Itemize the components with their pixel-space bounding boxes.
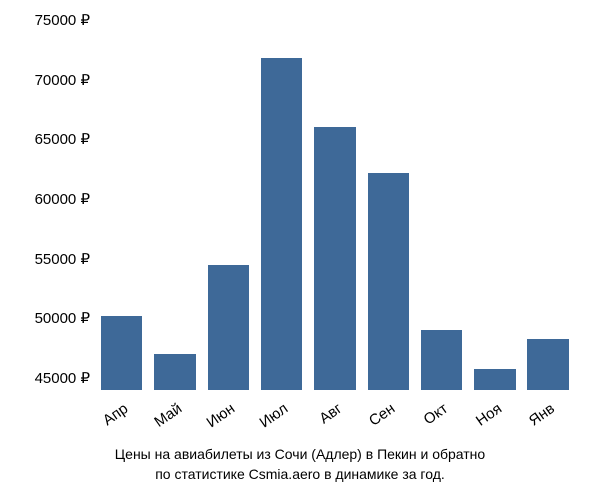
bar-slot [255,20,308,390]
y-tick-label: 60000 ₽ [35,190,90,208]
x-label-slot: Ноя [468,395,521,445]
bar [101,316,143,390]
x-label-slot: Янв [522,395,575,445]
x-tick-label: Апр [100,400,131,429]
bar [314,127,356,390]
caption-line-1: Цены на авиабилеты из Сочи (Адлер) в Пек… [0,445,600,465]
y-tick-label: 65000 ₽ [35,130,90,148]
y-tick-label: 75000 ₽ [35,11,90,29]
x-tick-label: Ноя [473,400,505,430]
x-tick-label: Янв [526,400,558,429]
x-tick-label: Окт [421,400,451,428]
bar-slot [148,20,201,390]
bar [368,173,410,390]
x-axis: Апр Май Июн Июл Авг Сен Окт Ноя Янв [95,395,575,445]
y-tick-label: 70000 ₽ [35,71,90,89]
x-label-slot: Апр [95,395,148,445]
bar [421,330,463,390]
bar [261,58,303,390]
price-chart: 45000 ₽ 50000 ₽ 55000 ₽ 60000 ₽ 65000 ₽ 70000… [0,0,600,500]
bars-container [95,20,575,390]
bar [527,339,569,390]
x-label-slot: Май [148,395,201,445]
bar-slot [468,20,521,390]
chart-caption: Цены на авиабилеты из Сочи (Адлер) в Пек… [0,445,600,484]
bar [208,265,250,390]
caption-line-2: по статистике Csmia.aero в динамике за г… [0,465,600,485]
bar-slot [362,20,415,390]
x-label-slot: Авг [308,395,361,445]
x-label-slot: Окт [415,395,468,445]
y-axis: 45000 ₽ 50000 ₽ 55000 ₽ 60000 ₽ 65000 ₽ 70000… [0,20,90,390]
x-label-slot: Июл [255,395,308,445]
x-tick-label: Июн [203,400,238,431]
plot-area [95,20,575,390]
x-tick-label: Июл [257,400,292,431]
bar-slot [415,20,468,390]
x-tick-label: Май [151,400,185,431]
x-tick-label: Сен [366,400,398,430]
bar-slot [522,20,575,390]
y-tick-label: 50000 ₽ [35,309,90,327]
x-tick-label: Авг [316,400,345,427]
bar [474,369,516,390]
bar [154,354,196,390]
y-tick-label: 55000 ₽ [35,250,90,268]
bar-slot [308,20,361,390]
bar-slot [95,20,148,390]
x-label-slot: Июн [202,395,255,445]
x-label-slot: Сен [362,395,415,445]
y-tick-label: 45000 ₽ [35,369,90,387]
bar-slot [202,20,255,390]
